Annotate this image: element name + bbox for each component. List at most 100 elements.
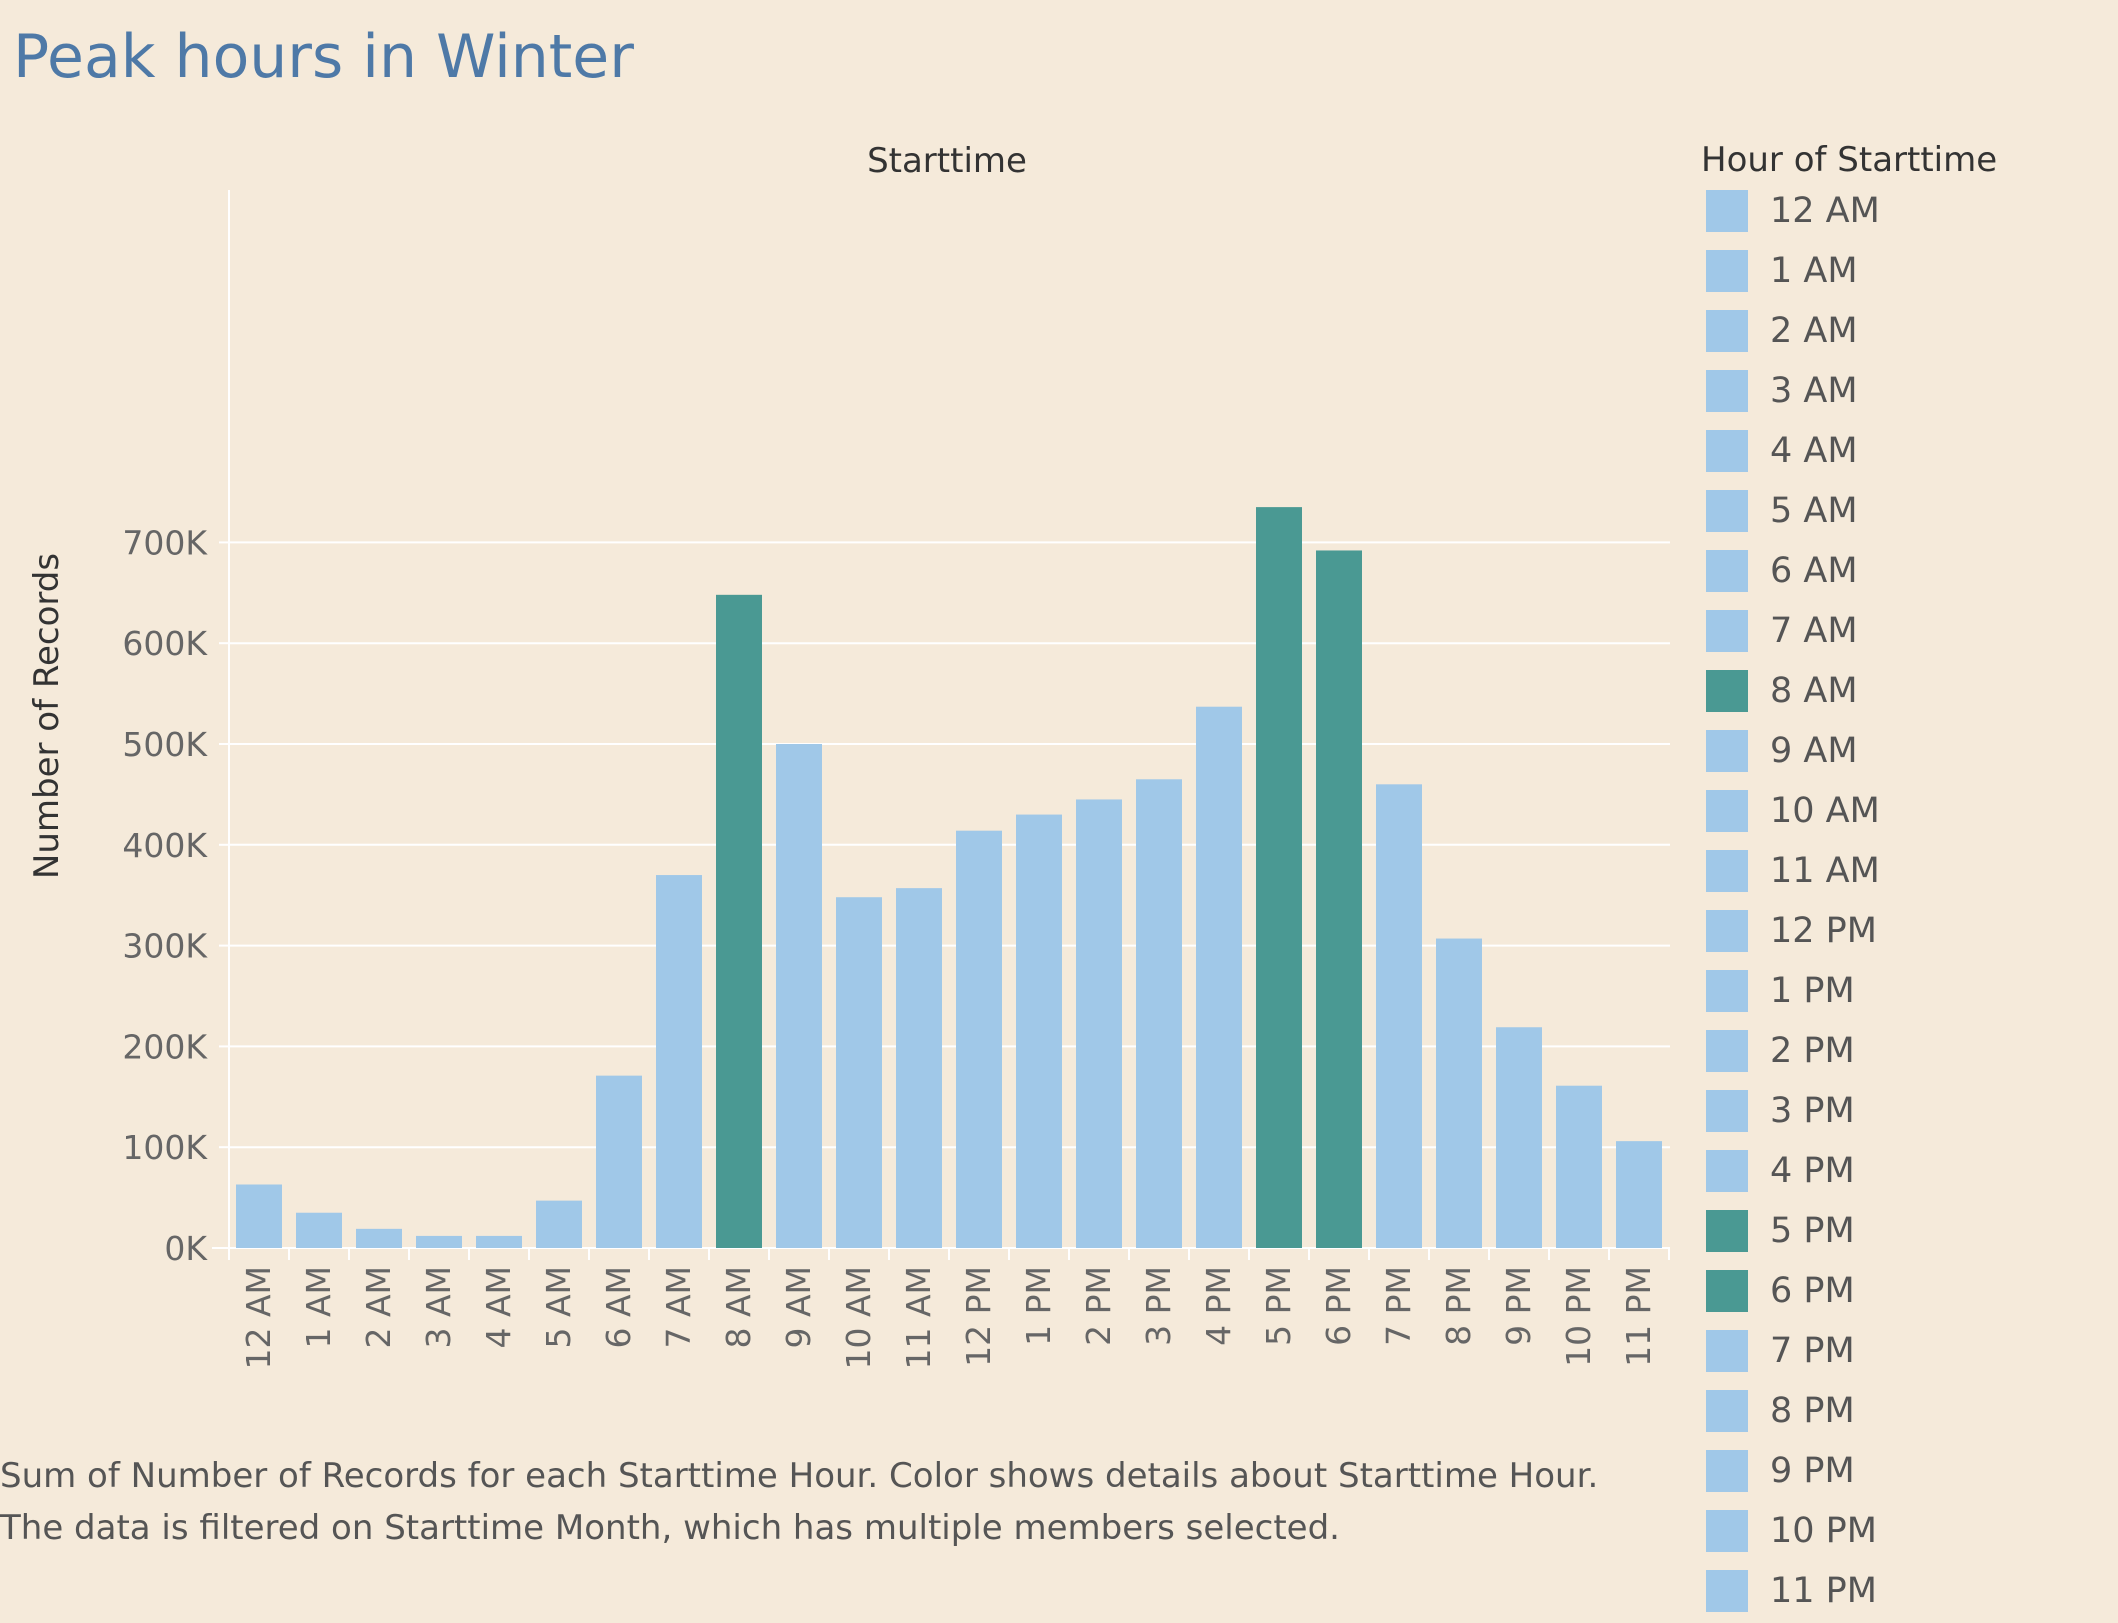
legend-label: 2 PM — [1770, 1031, 1855, 1071]
legend-item[interactable]: 6 AM — [1706, 550, 1880, 610]
bar[interactable] — [836, 897, 882, 1248]
legend-swatch — [1706, 1210, 1748, 1252]
bar[interactable] — [1556, 1085, 1602, 1248]
x-tick-label: 6 AM — [599, 1266, 638, 1349]
y-tick-label: 400K — [122, 826, 208, 865]
y-tick-label: 600K — [122, 624, 208, 663]
x-tick-label: 3 AM — [419, 1266, 458, 1349]
legend-swatch — [1706, 550, 1748, 592]
bar[interactable] — [1436, 938, 1482, 1248]
legend-item[interactable]: 2 AM — [1706, 310, 1880, 370]
legend-item[interactable]: 6 PM — [1706, 1270, 1880, 1330]
caption-line-2: The data is filtered on Starttime Month,… — [0, 1508, 1340, 1548]
x-tick-label: 2 AM — [359, 1266, 398, 1349]
legend-item[interactable]: 3 AM — [1706, 370, 1880, 430]
legend-item[interactable]: 11 AM — [1706, 850, 1880, 910]
x-tick-label: 8 AM — [719, 1266, 758, 1349]
caption-line-1: Sum of Number of Records for each Startt… — [0, 1456, 1599, 1496]
y-tick-label: 500K — [122, 725, 208, 764]
bar[interactable] — [716, 594, 762, 1248]
legend-item[interactable]: 5 AM — [1706, 490, 1880, 550]
bar[interactable] — [896, 888, 942, 1248]
legend-item[interactable]: 9 PM — [1706, 1450, 1880, 1510]
legend-item[interactable]: 8 AM — [1706, 670, 1880, 730]
legend-item[interactable]: 7 AM — [1706, 610, 1880, 670]
legend-label: 3 PM — [1770, 1091, 1855, 1131]
bar[interactable] — [776, 744, 822, 1248]
y-tick-labels: 0K 100K 200K 300K 400K 500K 600K 700K — [122, 523, 229, 1268]
bar[interactable] — [536, 1200, 582, 1248]
bar[interactable] — [1016, 814, 1062, 1248]
x-tick-label: 11 AM — [899, 1266, 938, 1370]
legend-item[interactable]: 1 AM — [1706, 250, 1880, 310]
x-tick-label: 2 PM — [1079, 1266, 1118, 1346]
legend-swatch — [1706, 1030, 1748, 1072]
legend-item[interactable]: 8 PM — [1706, 1390, 1880, 1450]
legend-swatch — [1706, 490, 1748, 532]
legend-label: 8 AM — [1770, 671, 1858, 711]
legend-item[interactable]: 10 AM — [1706, 790, 1880, 850]
bar[interactable] — [236, 1184, 282, 1248]
legend-swatch — [1706, 1150, 1748, 1192]
bar[interactable] — [596, 1075, 642, 1248]
chart-title: Peak hours in Winter — [13, 22, 634, 92]
x-tick-label: 1 PM — [1019, 1266, 1058, 1346]
bars — [236, 507, 1662, 1248]
legend-item[interactable]: 4 AM — [1706, 430, 1880, 490]
bar[interactable] — [956, 830, 1002, 1248]
bar[interactable] — [1616, 1141, 1662, 1248]
legend-item[interactable]: 5 PM — [1706, 1210, 1880, 1270]
legend-swatch — [1706, 610, 1748, 652]
bar[interactable] — [1136, 779, 1182, 1248]
bar[interactable] — [476, 1235, 522, 1248]
legend-item[interactable]: 10 PM — [1706, 1510, 1880, 1570]
x-tick-label: 11 PM — [1619, 1266, 1658, 1367]
legend-swatch — [1706, 850, 1748, 892]
bar[interactable] — [356, 1228, 402, 1248]
legend-label: 7 AM — [1770, 611, 1858, 651]
legend-item[interactable]: 12 PM — [1706, 910, 1880, 970]
y-tick-label: 700K — [122, 523, 208, 562]
legend-label: 5 AM — [1770, 491, 1858, 531]
x-tick-label: 10 PM — [1559, 1266, 1598, 1367]
legend-label: 11 AM — [1770, 851, 1880, 891]
legend-swatch — [1706, 1570, 1748, 1612]
legend-label: 4 AM — [1770, 431, 1858, 471]
legend: 12 AM 1 AM 2 AM 3 AM 4 AM 5 AM 6 AM 7 AM 8 AM 9 A… — [1706, 190, 1880, 1623]
legend-label: 8 PM — [1770, 1391, 1855, 1431]
x-tick-labels: 12 AM 1 AM 2 AM 3 AM 4 AM 5 AM 6 AM 7 AM 8 AM 9 A… — [228, 1248, 1670, 1370]
bar[interactable] — [296, 1212, 342, 1248]
x-tick-label: 7 AM — [659, 1266, 698, 1349]
bar[interactable] — [416, 1235, 462, 1248]
gridlines — [229, 541, 1670, 1149]
bar[interactable] — [656, 875, 702, 1248]
bar[interactable] — [1496, 1027, 1542, 1248]
legend-label: 10 PM — [1770, 1511, 1877, 1551]
bar[interactable] — [1256, 507, 1302, 1248]
legend-label: 6 AM — [1770, 551, 1858, 591]
legend-item[interactable]: 11 PM — [1706, 1570, 1880, 1623]
legend-label: 4 PM — [1770, 1151, 1855, 1191]
bar[interactable] — [1376, 784, 1422, 1248]
legend-label: 10 AM — [1770, 791, 1880, 831]
legend-swatch — [1706, 430, 1748, 472]
bar[interactable] — [1076, 799, 1122, 1248]
legend-swatch — [1706, 1510, 1748, 1552]
y-tick-label: 300K — [122, 927, 208, 966]
x-tick-label: 6 PM — [1319, 1266, 1358, 1346]
legend-item[interactable]: 9 AM — [1706, 730, 1880, 790]
y-tick-label: 100K — [122, 1128, 208, 1167]
bar[interactable] — [1316, 550, 1362, 1248]
bar-chart: 0K 100K 200K 300K 400K 500K 600K 700K 12 AM 1 AM… — [27, 141, 1670, 1370]
legend-label: 1 PM — [1770, 971, 1855, 1011]
legend-item[interactable]: 4 PM — [1706, 1150, 1880, 1210]
legend-label: 9 AM — [1770, 731, 1858, 771]
legend-swatch — [1706, 790, 1748, 832]
legend-item[interactable]: 7 PM — [1706, 1330, 1880, 1390]
legend-item[interactable]: 1 PM — [1706, 970, 1880, 1030]
legend-item[interactable]: 12 AM — [1706, 190, 1880, 250]
bar[interactable] — [1196, 706, 1242, 1248]
legend-item[interactable]: 3 PM — [1706, 1090, 1880, 1150]
legend-item[interactable]: 2 PM — [1706, 1030, 1880, 1090]
legend-label: 9 PM — [1770, 1451, 1855, 1491]
